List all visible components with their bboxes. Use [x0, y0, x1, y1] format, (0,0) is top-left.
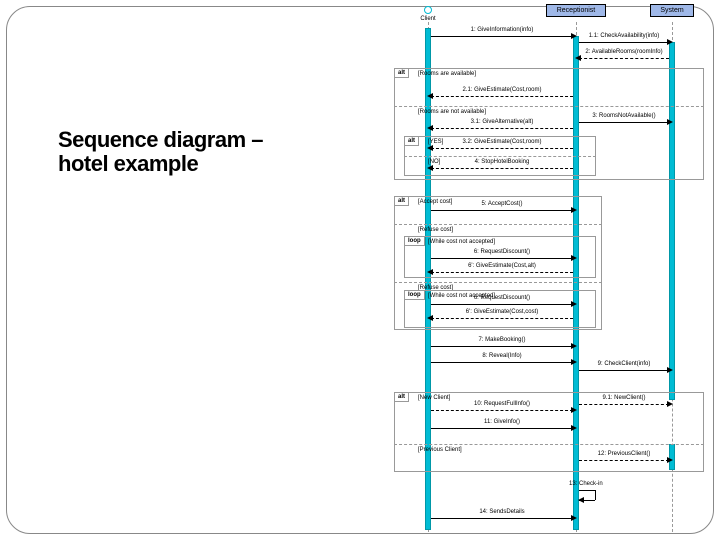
message-line [579, 370, 669, 371]
title-line-2: hotel example [58, 151, 198, 176]
arrow-head-icon [571, 407, 577, 413]
message-label: 10: RequestFullInfo() [431, 401, 573, 407]
fragment-divider [394, 224, 602, 225]
guard: [Previous Client] [418, 447, 462, 453]
message-label: 6': GiveEstimate(Cost,alt) [431, 263, 573, 269]
message-label: 2.1: GiveEstimate(Cost,room) [431, 87, 573, 93]
title: Sequence diagram – hotel example [58, 128, 263, 176]
arrow-head-icon [571, 301, 577, 307]
arrow-head-icon [427, 93, 433, 99]
arrow-head-icon [571, 343, 577, 349]
message-line [431, 36, 573, 37]
actor-icon [424, 6, 432, 14]
message-label: 13: Check-in [569, 481, 639, 487]
arrow-head-icon [571, 207, 577, 213]
fragment-divider [404, 156, 596, 157]
message-label: 2: AvailableRooms(roomInfo) [579, 49, 669, 55]
message-line [579, 460, 669, 461]
arrow-head-icon [667, 39, 673, 45]
message-label: 9.1: NewClient() [579, 395, 669, 401]
fragment-divider [394, 282, 602, 283]
arrow-head-icon [427, 125, 433, 131]
arrow-head-icon [427, 165, 433, 171]
message-label: 11: GiveInfo() [431, 419, 573, 425]
arrow-head-icon [427, 315, 433, 321]
message-line [431, 346, 573, 347]
message-label: 4: StopHotelBooking [431, 159, 573, 165]
message-line [431, 272, 573, 273]
message-label: 6: RequestDiscount() [431, 295, 573, 301]
message-label: 1.1: CheckAvailability(info) [579, 33, 669, 39]
message-label: 3.2: GiveEstimate(Cost,room) [431, 139, 573, 145]
participant-reception: Receptionist [546, 4, 606, 17]
message-label: 9: CheckClient(info) [579, 361, 669, 367]
message-line [431, 428, 573, 429]
fragment-label: loop [404, 236, 425, 246]
arrow-head-icon [667, 401, 673, 407]
fragment-label: alt [394, 196, 409, 206]
fragment-label: alt [394, 392, 409, 402]
message-label: 3.1: GiveAlternative(alt) [431, 119, 573, 125]
arrow-head-icon [667, 367, 673, 373]
arrow-head-icon [571, 255, 577, 261]
message-label: 7: MakeBooking() [431, 337, 573, 343]
guard: [While cost not accepted] [428, 239, 495, 245]
arrow-head-icon [667, 457, 673, 463]
message-line [431, 518, 573, 519]
message-line [579, 404, 669, 405]
fragment-label: alt [394, 68, 409, 78]
guard: [Refuse cost] [418, 227, 453, 233]
message-line [431, 128, 573, 129]
arrow-head-icon [575, 55, 581, 61]
message-line [431, 318, 573, 319]
message-line [431, 362, 573, 363]
message-line [431, 210, 573, 211]
arrow-head-icon [571, 359, 577, 365]
fragment-label: alt [404, 136, 419, 146]
message-label: 14: SendsDetails [431, 509, 573, 515]
message-line [431, 258, 573, 259]
guard: [Rooms are available] [418, 71, 476, 77]
fragment-divider [394, 106, 704, 107]
fragment-divider [394, 444, 704, 445]
arrow-head-icon [571, 515, 577, 521]
arrow-head-icon [571, 33, 577, 39]
message-line [579, 42, 669, 43]
message-line [431, 96, 573, 97]
message-label: 5: AcceptCost() [431, 201, 573, 207]
arrow-head-icon [427, 145, 433, 151]
message-line [579, 122, 669, 123]
message-label: 3: RoomsNotAvailable() [579, 113, 669, 119]
message-label: 6: RequestDiscount() [431, 249, 573, 255]
title-line-1: Sequence diagram – [58, 127, 263, 152]
arrow-head-icon [571, 425, 577, 431]
arrow-head-icon [667, 119, 673, 125]
message-label: 12: PreviousClient() [579, 451, 669, 457]
message-line [579, 58, 669, 59]
message-line [431, 410, 573, 411]
message-label: 8: Reveal(Info) [431, 353, 573, 359]
message-label: 6': GiveEstimate(Cost,cost) [431, 309, 573, 315]
participant-system: System [650, 4, 694, 17]
message-line [431, 304, 573, 305]
guard: [Rooms are not available] [418, 109, 486, 115]
message-line [431, 168, 573, 169]
arrow-head-icon [427, 269, 433, 275]
message-label: 1: GiveInformation(info) [431, 27, 573, 33]
fragment-label: loop [404, 290, 425, 300]
message-line [431, 148, 573, 149]
